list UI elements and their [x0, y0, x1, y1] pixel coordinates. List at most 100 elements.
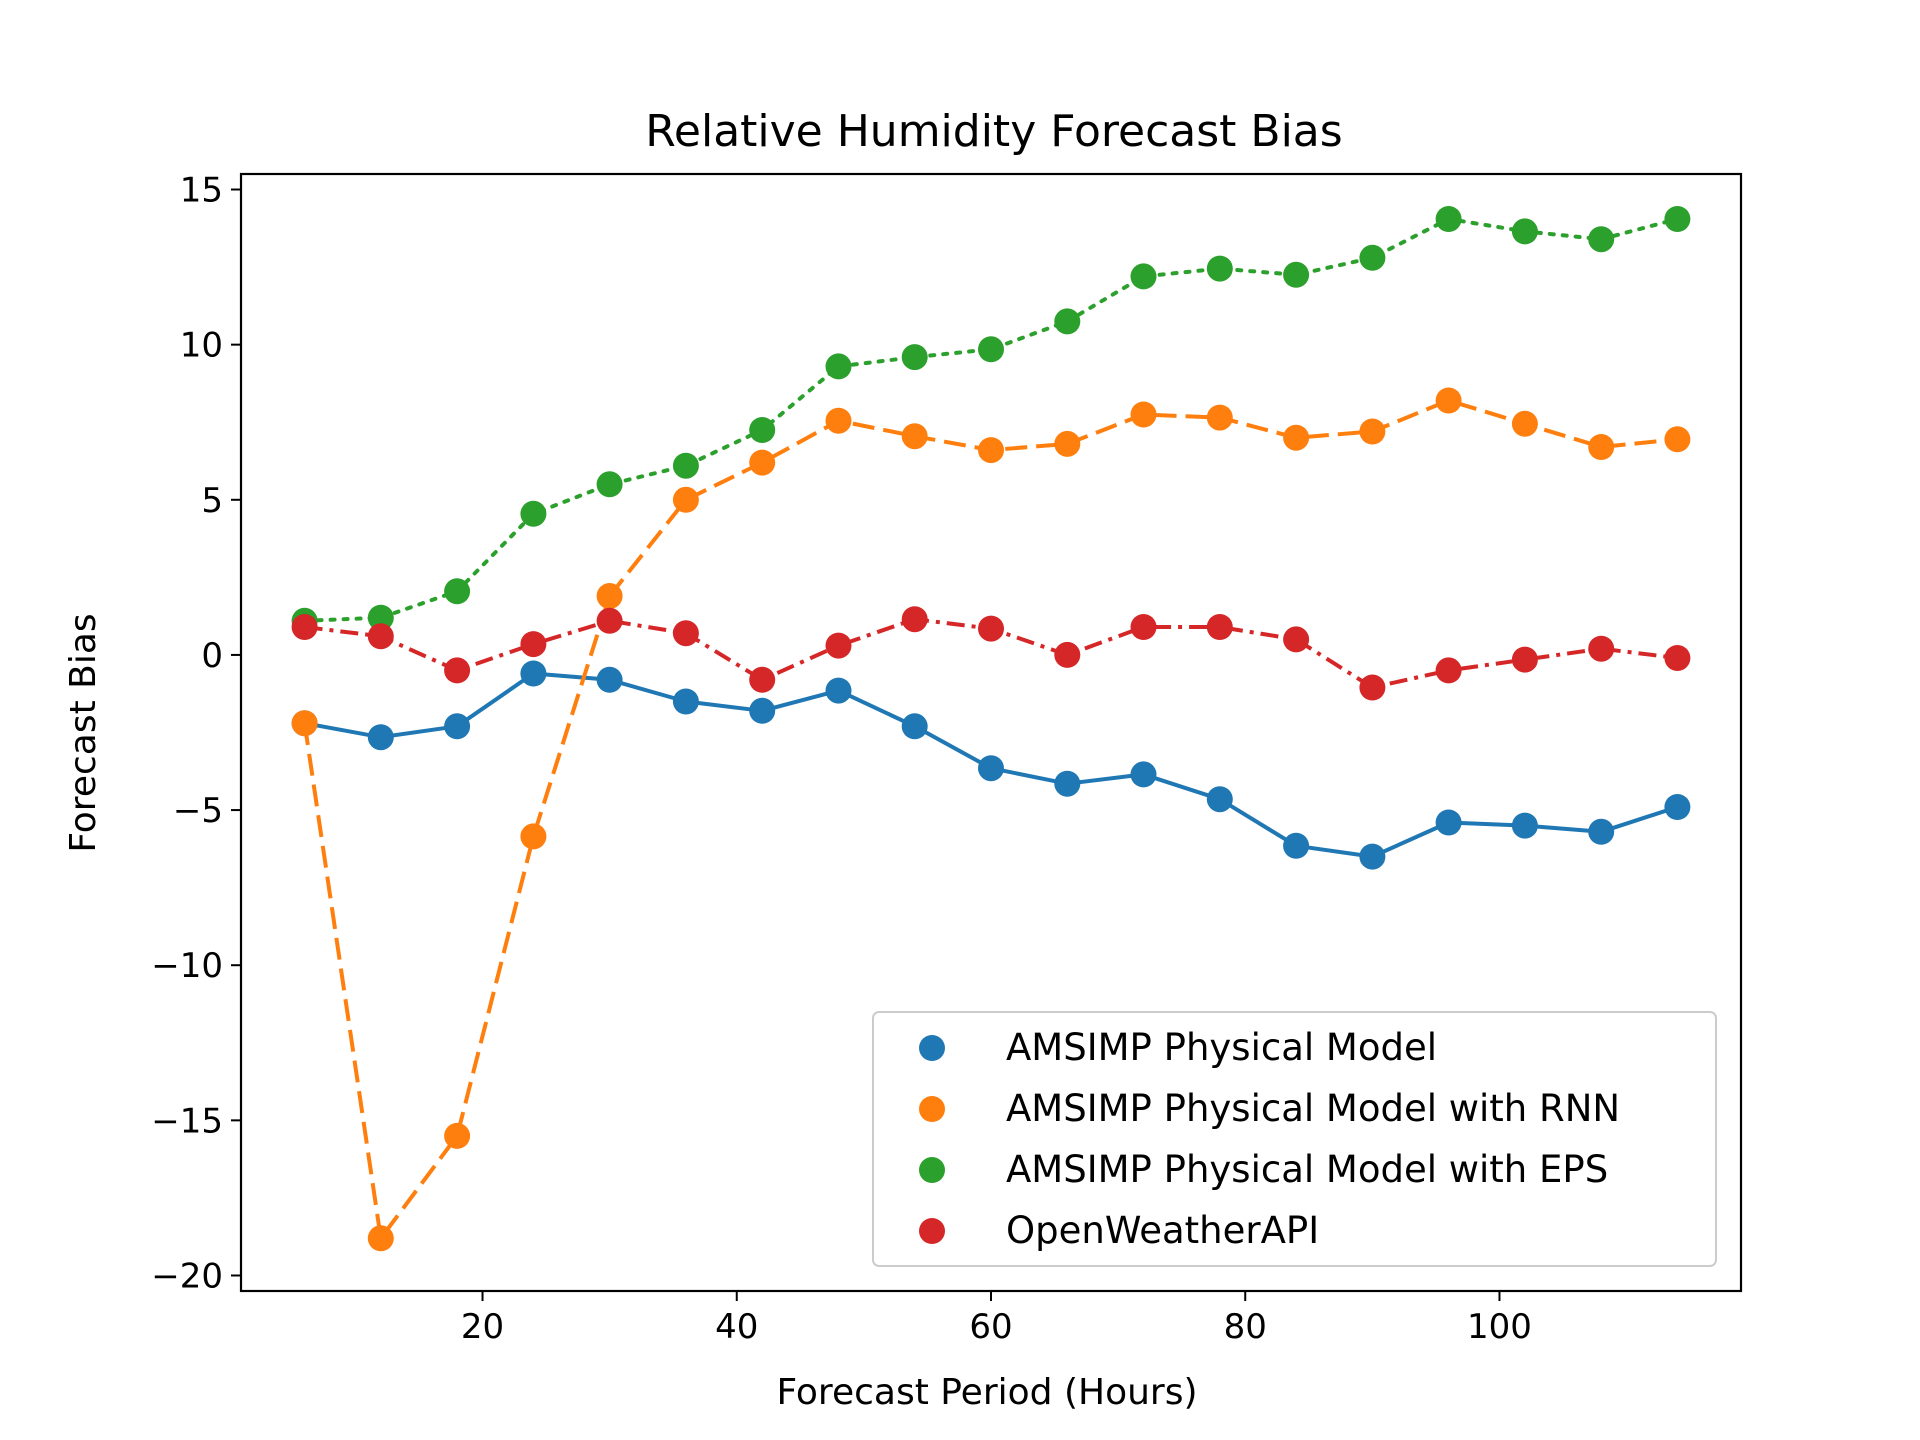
data-point [367, 724, 394, 751]
x-axis: 20 40 60 80 100 [461, 1291, 1532, 1347]
data-point [901, 344, 928, 371]
legend-label: AMSIMP Physical Model [1006, 1026, 1437, 1069]
data-point [291, 710, 318, 737]
series-2 [291, 387, 1691, 1252]
data-point [825, 353, 852, 380]
x-tick-label: 40 [715, 1307, 758, 1347]
data-point [1435, 657, 1462, 684]
data-point [1435, 206, 1462, 232]
data-point [596, 471, 623, 498]
x-tick-label: 60 [969, 1307, 1012, 1347]
data-point [1511, 410, 1538, 437]
data-point [672, 620, 699, 647]
data-point [825, 677, 852, 704]
data-point [1206, 786, 1233, 813]
data-point [596, 607, 623, 634]
data-point [1511, 218, 1538, 245]
legend-marker [919, 1218, 945, 1244]
data-point [1283, 261, 1310, 288]
legend-marker [919, 1035, 945, 1061]
data-point [1664, 794, 1691, 820]
data-point [444, 578, 471, 605]
series-3 [291, 206, 1691, 634]
y-tick-label: −15 [151, 1101, 223, 1141]
data-point [520, 500, 547, 527]
chart-title: Relative Humidity Forecast Bias [645, 106, 1342, 157]
data-point [444, 1122, 471, 1149]
data-point [901, 606, 928, 633]
legend-label: AMSIMP Physical Model with EPS [1006, 1148, 1608, 1191]
data-point [1130, 614, 1157, 640]
data-point [825, 407, 852, 434]
data-point [1588, 226, 1615, 253]
data-point [1511, 646, 1538, 673]
x-axis-label: Forecast Period (Hours) [776, 1372, 1197, 1413]
data-point [291, 614, 318, 640]
data-point [1435, 387, 1462, 414]
data-point [1283, 424, 1310, 451]
data-point [1664, 206, 1691, 232]
data-point [1130, 761, 1157, 788]
data-point [1359, 418, 1386, 445]
y-tick-label: 5 [201, 481, 223, 521]
y-tick-label: −5 [173, 791, 223, 831]
legend-label: AMSIMP Physical Model with RNN [1006, 1087, 1620, 1130]
data-point [1054, 641, 1081, 668]
data-point [672, 486, 699, 513]
data-point [749, 449, 776, 476]
data-point [978, 336, 1004, 363]
data-point [1359, 843, 1386, 870]
data-point [1435, 809, 1462, 836]
data-point [1206, 255, 1233, 282]
data-point [596, 666, 623, 693]
data-point [1588, 635, 1615, 662]
data-point [444, 657, 471, 684]
data-point [520, 660, 547, 687]
data-point [901, 423, 928, 450]
y-axis: −20 −15 −10 −5 0 5 10 15 [151, 171, 241, 1296]
data-point [1054, 308, 1081, 335]
data-point [978, 615, 1004, 642]
x-tick-label: 80 [1224, 1307, 1267, 1347]
data-point [901, 713, 928, 740]
data-point [444, 713, 471, 740]
series-4 [291, 606, 1691, 701]
legend-box [872, 1011, 1717, 1267]
data-point [1359, 674, 1386, 701]
data-point [1283, 626, 1310, 653]
data-point [1130, 263, 1157, 290]
legend: AMSIMP Physical Model AMSIMP Physical Mod… [872, 1011, 1717, 1267]
data-point [520, 631, 547, 658]
legend-marker [919, 1096, 945, 1122]
data-point [596, 583, 623, 609]
data-point [1664, 645, 1691, 671]
x-tick-label: 100 [1467, 1307, 1532, 1347]
data-point [1283, 832, 1310, 859]
data-point [749, 697, 776, 724]
y-tick-label: −20 [151, 1256, 223, 1296]
data-point [825, 632, 852, 659]
data-point [978, 755, 1004, 782]
data-point [672, 688, 699, 715]
data-point [1054, 770, 1081, 797]
legend-label: OpenWeatherAPI [1006, 1209, 1319, 1252]
y-tick-label: 15 [180, 171, 223, 211]
data-point [749, 417, 776, 443]
legend-marker [919, 1157, 945, 1183]
y-tick-label: 10 [180, 326, 223, 366]
data-point [749, 666, 776, 693]
data-point [367, 623, 394, 650]
data-point [1664, 426, 1691, 453]
data-point [1359, 244, 1386, 271]
data-point [1054, 430, 1081, 457]
x-tick-label: 20 [461, 1307, 504, 1347]
y-tick-label: −10 [151, 946, 223, 986]
data-point [1588, 434, 1615, 460]
y-tick-label: 0 [201, 636, 223, 676]
data-point [367, 1225, 394, 1252]
data-point [1206, 614, 1233, 640]
data-point [520, 823, 547, 850]
y-axis-label: Forecast Bias [63, 613, 104, 852]
data-point [1511, 812, 1538, 839]
